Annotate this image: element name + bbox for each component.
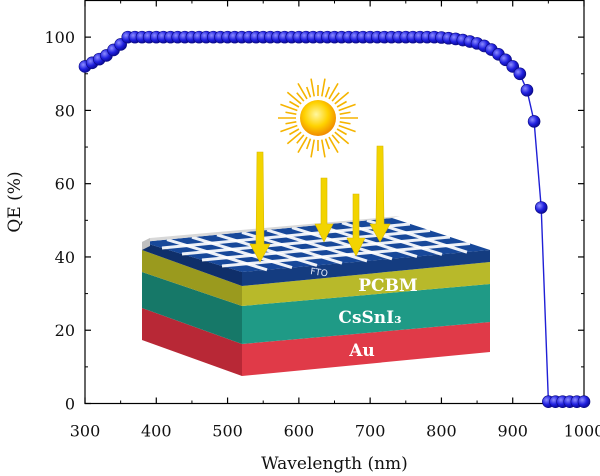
- x-tick-label: 800: [426, 422, 457, 441]
- arrow-1: [249, 151, 271, 263]
- y-axis-label: QE (%): [5, 171, 25, 232]
- sun-ray: [336, 100, 347, 108]
- y-axis: 0 20 40 60 80 100: [44, 0, 584, 414]
- sun-ray: [321, 78, 326, 97]
- pcbm-layer-front: [142, 250, 242, 306]
- sun-ray: [334, 91, 350, 105]
- au-layer-side: [242, 322, 490, 376]
- sun-ray: [296, 134, 305, 144]
- x-tick-label: 400: [141, 422, 172, 441]
- y-tick-label: 20: [55, 321, 75, 340]
- y-tick-label: 0: [65, 395, 75, 414]
- electrode-grid: [161, 218, 471, 272]
- qe-data-point: [527, 115, 541, 128]
- arrow-3: [346, 193, 366, 257]
- fto-label: FTO: [310, 267, 329, 279]
- cssni3-layer-side: [242, 284, 490, 344]
- sun-ray: [331, 134, 340, 144]
- light-arrows: [249, 145, 391, 263]
- sun-ray: [324, 138, 331, 150]
- sun-ray: [324, 86, 331, 98]
- pcbm-layer-side: [242, 262, 490, 306]
- sun-ray: [310, 139, 315, 158]
- x-tick-label: 900: [497, 422, 528, 441]
- fto-layer-side: [242, 250, 490, 286]
- sun-ray: [280, 124, 298, 133]
- sun-ray: [297, 136, 308, 154]
- x-tick-label: 700: [355, 422, 386, 441]
- sun-ray: [296, 92, 305, 102]
- sun-ray: [285, 111, 297, 115]
- sun-ray: [286, 91, 302, 105]
- au-layer-front: [142, 308, 242, 376]
- x-axis: 300 400 500 600 700 800 900 1000: [70, 0, 600, 441]
- x-tick-label: 1000: [564, 422, 600, 441]
- x-tick-label: 500: [212, 422, 243, 441]
- sun-ray: [310, 78, 315, 97]
- y-tick-label: 40: [55, 248, 75, 267]
- sun-ray: [328, 82, 339, 100]
- sun-icon: [278, 78, 358, 158]
- y-tick-label: 60: [55, 175, 75, 194]
- qe-data-point: [513, 67, 527, 81]
- sun-ray: [289, 100, 300, 108]
- device-schematic: FTO PCBM CsSnI₃ Au: [142, 78, 490, 376]
- qe-series-points: [78, 30, 591, 408]
- pcbm-label: PCBM: [358, 276, 418, 296]
- qe-data-point: [534, 201, 548, 214]
- y-tick-label: 100: [44, 28, 75, 47]
- cssni3-layer-front: [142, 272, 242, 344]
- sun-ray: [305, 138, 312, 150]
- sun-ray: [297, 82, 308, 100]
- sun-ray: [338, 124, 356, 133]
- cssni3-label: CsSnI₃: [338, 308, 401, 328]
- sun-ray: [285, 121, 297, 125]
- qe-data-point: [520, 83, 534, 97]
- fto-layer-front: [142, 242, 242, 286]
- sun-ray: [286, 131, 302, 145]
- sun-ray: [339, 121, 351, 125]
- x-tick-label: 600: [284, 422, 315, 441]
- sun-ray: [328, 136, 339, 154]
- sun-ray: [336, 128, 347, 136]
- arrow-4: [369, 145, 391, 243]
- x-tick-label: 300: [70, 422, 101, 441]
- sun-ray: [338, 103, 356, 112]
- sun-ray: [334, 131, 350, 145]
- qe-data-point: [577, 395, 591, 408]
- sun-ray: [280, 103, 298, 112]
- x-axis-label: Wavelength (nm): [261, 454, 408, 474]
- y-tick-label: 80: [55, 101, 75, 120]
- sun-ray: [305, 86, 312, 98]
- sun-ray: [339, 111, 351, 115]
- sun-ray: [331, 92, 340, 102]
- au-label: Au: [348, 341, 375, 361]
- sun-ray: [289, 128, 300, 136]
- arrow-2: [314, 177, 334, 243]
- sun-ray: [321, 139, 326, 158]
